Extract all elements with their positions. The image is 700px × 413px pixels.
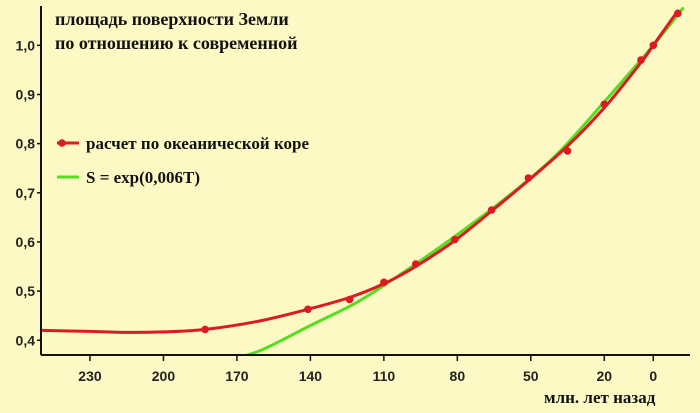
x-tick-label: 80 [450,368,466,384]
data-point-ocean-crust [674,9,682,18]
x-tick-label: 230 [78,368,102,384]
y-tick-label: 1,0 [16,37,36,53]
x-tick-label: 20 [596,368,612,384]
data-point-ocean-crust [637,56,645,64]
x-tick-label: 170 [225,368,249,384]
x-tick-label: 110 [373,368,396,384]
x-tick-label: 50 [523,368,539,384]
series [42,7,685,354]
data-point-ocean-crust [345,295,354,304]
x-tick-label: 140 [299,368,323,384]
chart-title-line-1: площадь поверхности Земли [55,9,289,29]
chart-title-line-2: по отношению к современной [55,33,298,53]
x-tick-label: 0 [649,368,657,384]
data-point-ocean-crust [649,41,658,50]
legend-label-ocean: расчет по океанической коре [86,134,309,153]
x-tick-label: 200 [152,368,176,384]
y-tick-label: 0,8 [16,136,36,152]
y-tick-label: 0,9 [16,86,36,102]
data-point-ocean-crust [411,260,420,268]
legend-marker-ocean [58,139,66,147]
data-point-ocean-crust [201,325,209,334]
legend: расчет по океанической коре S = exp(0,00… [57,134,309,187]
y-tick-label: 0,4 [16,332,36,348]
y-tick-label: 0,6 [16,234,36,250]
data-point-ocean-crust [487,206,496,214]
x-axis-label: млн. лет назад [544,388,656,407]
y-tick-label: 0,5 [16,283,36,299]
legend-label-exp: S = exp(0,006T) [86,168,200,187]
axes [40,6,690,356]
data-point-ocean-crust [304,305,312,314]
series-line-exp [245,7,685,354]
y-tick-label: 0,7 [16,185,36,201]
data-point-ocean-crust [451,235,459,244]
data-point-ocean-crust [380,278,388,287]
data-point-ocean-crust [563,147,572,155]
data-point-ocean-crust [524,174,533,182]
data-point-ocean-crust [600,100,609,109]
